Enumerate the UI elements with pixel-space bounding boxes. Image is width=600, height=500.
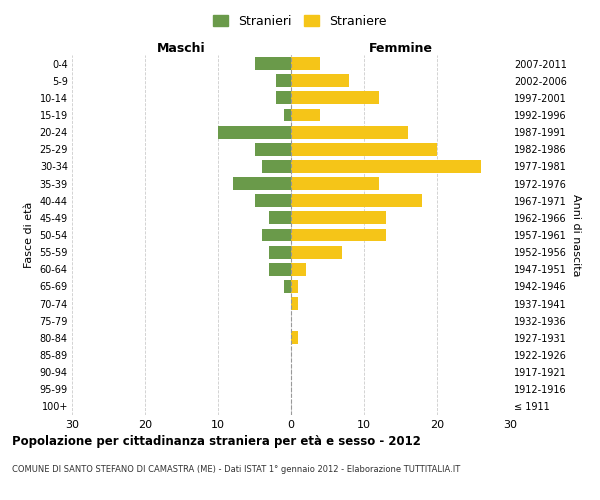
Bar [291,57,320,70]
Text: Maschi: Maschi [157,42,206,55]
Y-axis label: Fasce di età: Fasce di età [24,202,34,268]
Bar [262,160,291,173]
Bar [291,126,408,138]
Bar [291,92,379,104]
Bar [291,263,305,276]
Bar [291,297,298,310]
Bar [233,177,291,190]
Bar [284,280,291,293]
Bar [254,143,291,156]
Bar [254,194,291,207]
Bar [262,228,291,241]
Bar [269,263,291,276]
Y-axis label: Anni di nascita: Anni di nascita [571,194,581,276]
Bar [291,108,320,122]
Bar [291,280,298,293]
Bar [277,74,291,87]
Bar [254,57,291,70]
Bar [277,92,291,104]
Bar [291,194,422,207]
Bar [291,160,481,173]
Text: Popolazione per cittadinanza straniera per età e sesso - 2012: Popolazione per cittadinanza straniera p… [12,435,421,448]
Bar [291,246,342,258]
Bar [291,228,386,241]
Bar [291,143,437,156]
Text: COMUNE DI SANTO STEFANO DI CAMASTRA (ME) - Dati ISTAT 1° gennaio 2012 - Elaboraz: COMUNE DI SANTO STEFANO DI CAMASTRA (ME)… [12,465,460,474]
Bar [291,177,379,190]
Bar [291,212,386,224]
Bar [291,332,298,344]
Bar [284,108,291,122]
Bar [291,74,349,87]
Legend: Stranieri, Straniere: Stranieri, Straniere [209,11,391,32]
Text: Femmine: Femmine [368,42,433,55]
Bar [269,246,291,258]
Bar [218,126,291,138]
Bar [269,212,291,224]
